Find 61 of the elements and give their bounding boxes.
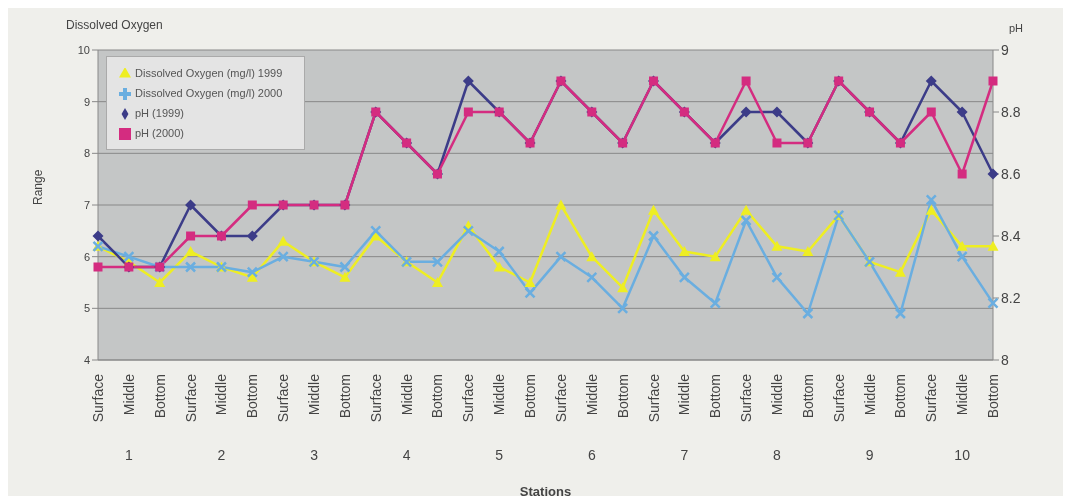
x-tick-label: Bottom [985, 374, 1001, 419]
y2-tick-label: 8.8 [1001, 103, 1021, 120]
x-tick-label: Surface [367, 373, 384, 423]
y2-tick-label: 8 [1001, 351, 1009, 368]
x-tick-label: Bottom [799, 374, 816, 419]
y2-tick-label: 8.2 [1001, 289, 1021, 306]
y2-axis-title: pH [1009, 22, 1024, 34]
x-tick-label: Surface [182, 373, 199, 423]
x-tick-label: Surface [830, 373, 847, 423]
x-tick-label: Bottom [614, 374, 631, 419]
x-tick-label: Middle [583, 373, 600, 416]
x-tick-label: Middle [954, 373, 971, 416]
x-tick-label: Middle [120, 373, 137, 416]
x-tick-label: Surface [460, 373, 477, 423]
x-tick-label: Surface [923, 373, 940, 423]
y-tick-label: 4 [83, 353, 90, 366]
legend-label: Dissolved Oxygen (mg/l) 1999 [135, 67, 283, 79]
x-tick-label: Surface [738, 373, 755, 423]
text: 8 [773, 447, 782, 463]
y2-tick-label: 8.6 [1001, 165, 1021, 182]
x-tick-label: Surface [90, 373, 106, 423]
text: 4 [402, 447, 411, 463]
y-tick-label: 9 [83, 95, 90, 108]
text: 3 [310, 447, 319, 463]
legend-label: pH (2000) [135, 127, 184, 139]
x-tick-label: Bottom [522, 374, 539, 419]
x-tick-label: Bottom [707, 374, 724, 419]
x-tick-label: Bottom [892, 374, 909, 419]
x-tick-label: Surface [552, 373, 569, 423]
text: 5 [495, 447, 504, 463]
text: 1 [124, 447, 133, 463]
text: 2 [217, 447, 226, 463]
y-tick-label: 5 [83, 302, 90, 315]
text: 9 [865, 447, 874, 463]
text: 7 [680, 447, 689, 463]
y-tick-label: 8 [83, 147, 90, 160]
legend-label: pH (1999) [135, 107, 184, 119]
text: 10 [954, 447, 971, 463]
x-tick-label: Bottom [429, 374, 446, 419]
x-tick-label: Bottom [336, 374, 353, 419]
x-tick-label: Middle [676, 373, 693, 416]
x-tick-label: Middle [491, 373, 508, 416]
y-tick-label: 10 [77, 43, 90, 56]
x-tick-label: Middle [213, 373, 230, 416]
y-tick-label: 6 [83, 250, 90, 263]
x-tick-label: Bottom [151, 374, 168, 419]
legend-label: Dissolved Oxygen (mg/l) 2000 [135, 87, 283, 99]
x-tick-label: Middle [861, 373, 878, 416]
x-tick-label: Surface [275, 373, 292, 423]
x-tick-label: Surface [645, 373, 662, 423]
y-axis-title: Range [31, 169, 46, 205]
x-tick-label: Middle [768, 373, 785, 416]
x-tick-label: Middle [398, 373, 415, 416]
x-axis-title: Stations [519, 484, 572, 499]
x-tick-label: Bottom [244, 374, 261, 419]
y2-tick-label: 9 [1001, 41, 1009, 58]
x-tick-label: Middle [306, 373, 323, 416]
y-tick-label: 7 [83, 198, 90, 211]
text: 6 [587, 447, 596, 463]
y2-tick-label: 8.4 [1001, 227, 1021, 244]
chart-title: Dissolved Oxygen [66, 18, 163, 32]
